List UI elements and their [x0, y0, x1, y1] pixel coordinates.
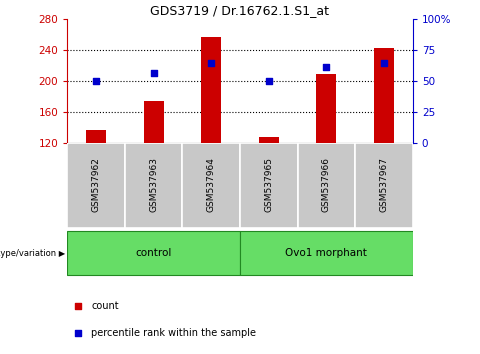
- Point: [74, 330, 82, 336]
- Bar: [67, 231, 240, 275]
- Text: GSM537964: GSM537964: [207, 157, 216, 212]
- Point: [207, 60, 215, 66]
- Bar: [125, 143, 182, 228]
- Bar: [316, 74, 336, 143]
- Bar: [144, 101, 164, 143]
- Point: [380, 60, 388, 66]
- Bar: [182, 143, 240, 228]
- Bar: [201, 36, 221, 143]
- Text: Ovo1 morphant: Ovo1 morphant: [286, 248, 367, 258]
- Title: GDS3719 / Dr.16762.1.S1_at: GDS3719 / Dr.16762.1.S1_at: [151, 4, 329, 17]
- Point: [150, 70, 157, 76]
- Point: [265, 79, 273, 84]
- Text: GSM537967: GSM537967: [380, 157, 388, 212]
- Text: GSM537966: GSM537966: [322, 157, 331, 212]
- Text: genotype/variation ▶: genotype/variation ▶: [0, 249, 65, 258]
- Bar: [86, 130, 106, 143]
- Bar: [374, 48, 394, 143]
- Bar: [355, 143, 413, 228]
- Point: [92, 79, 100, 84]
- Text: GSM537962: GSM537962: [92, 157, 100, 212]
- Bar: [298, 143, 355, 228]
- Point: [323, 64, 330, 69]
- Bar: [240, 231, 413, 275]
- Text: percentile rank within the sample: percentile rank within the sample: [91, 328, 256, 338]
- Bar: [67, 143, 125, 228]
- Text: GSM537965: GSM537965: [264, 157, 273, 212]
- Text: GSM537963: GSM537963: [149, 157, 158, 212]
- Bar: [240, 143, 298, 228]
- Text: count: count: [91, 301, 119, 311]
- Point: [74, 303, 82, 309]
- Text: control: control: [135, 248, 172, 258]
- Bar: [259, 137, 279, 143]
